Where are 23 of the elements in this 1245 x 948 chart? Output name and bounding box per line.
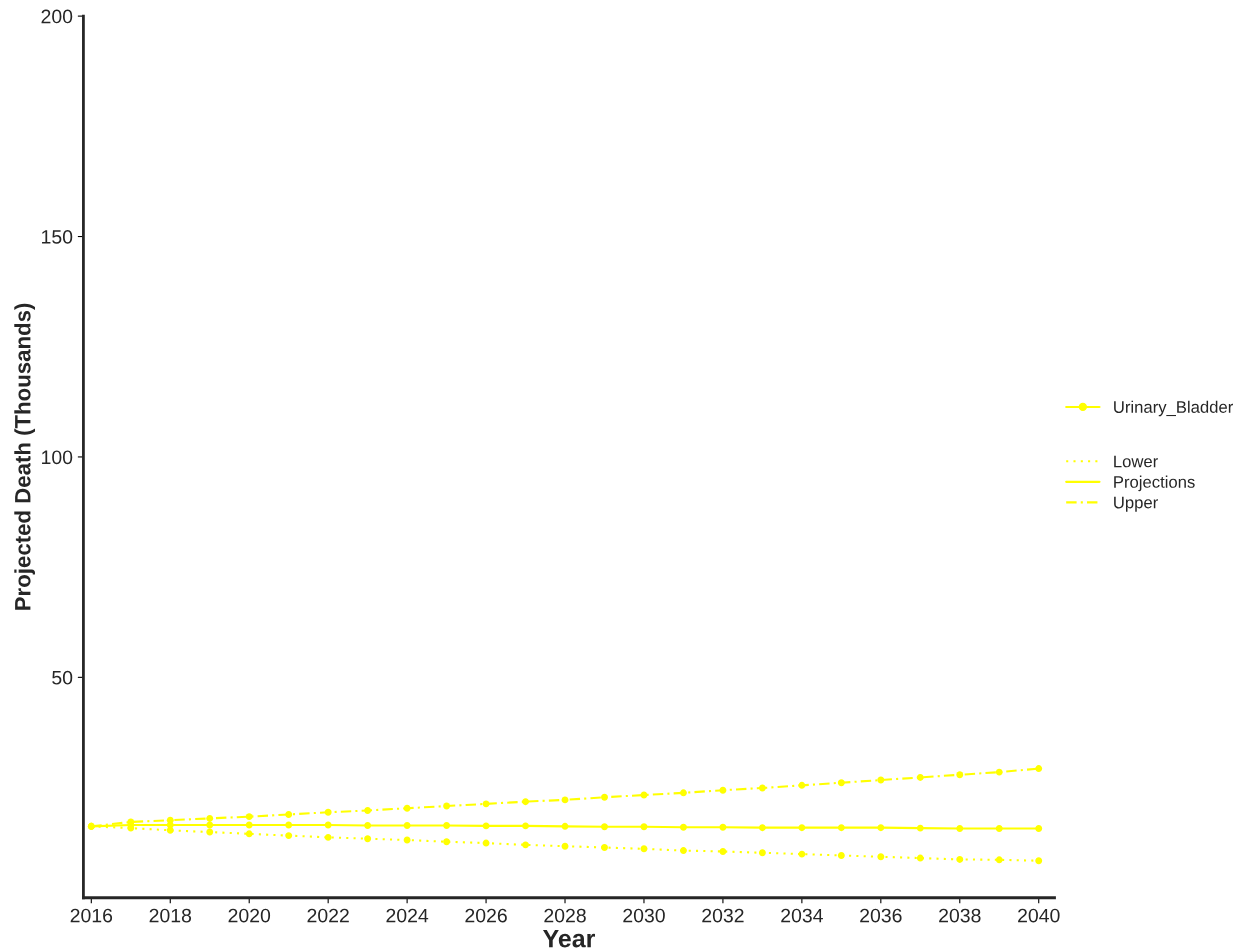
y-axis-title: Projected Death (Thousands) (14, 303, 35, 610)
x-tick-label: 2018 (149, 908, 192, 923)
legend-label: Upper (1114, 496, 1158, 512)
x-tick-label: 2020 (228, 908, 271, 923)
x-tick-label: 2022 (307, 908, 349, 923)
x-tick-label: 2038 (939, 908, 981, 923)
y-tick-label: 200 (41, 9, 73, 24)
x-tick-label: 2028 (544, 908, 586, 923)
x-tick-label: 2040 (1018, 908, 1060, 923)
text: Urinary_Bladder (1114, 400, 1233, 417)
x-tick-label: 2026 (465, 908, 507, 923)
y-tick-label: 150 (42, 229, 73, 244)
x-axis-title: Year (542, 929, 596, 948)
x-tick-label: 2034 (781, 908, 823, 923)
y-tick-label: 100 (42, 450, 73, 465)
legend-label: Projections (1114, 475, 1195, 492)
x-tick-label: 2036 (860, 908, 902, 923)
x-tick-label: 2024 (386, 908, 429, 923)
x-tick-label: 2030 (623, 908, 665, 923)
y-tick-label: 50 (52, 670, 73, 685)
legend-label: Lower (1114, 455, 1158, 468)
x-tick-label: 2032 (702, 908, 744, 923)
x-tick-label: 2016 (70, 908, 113, 923)
